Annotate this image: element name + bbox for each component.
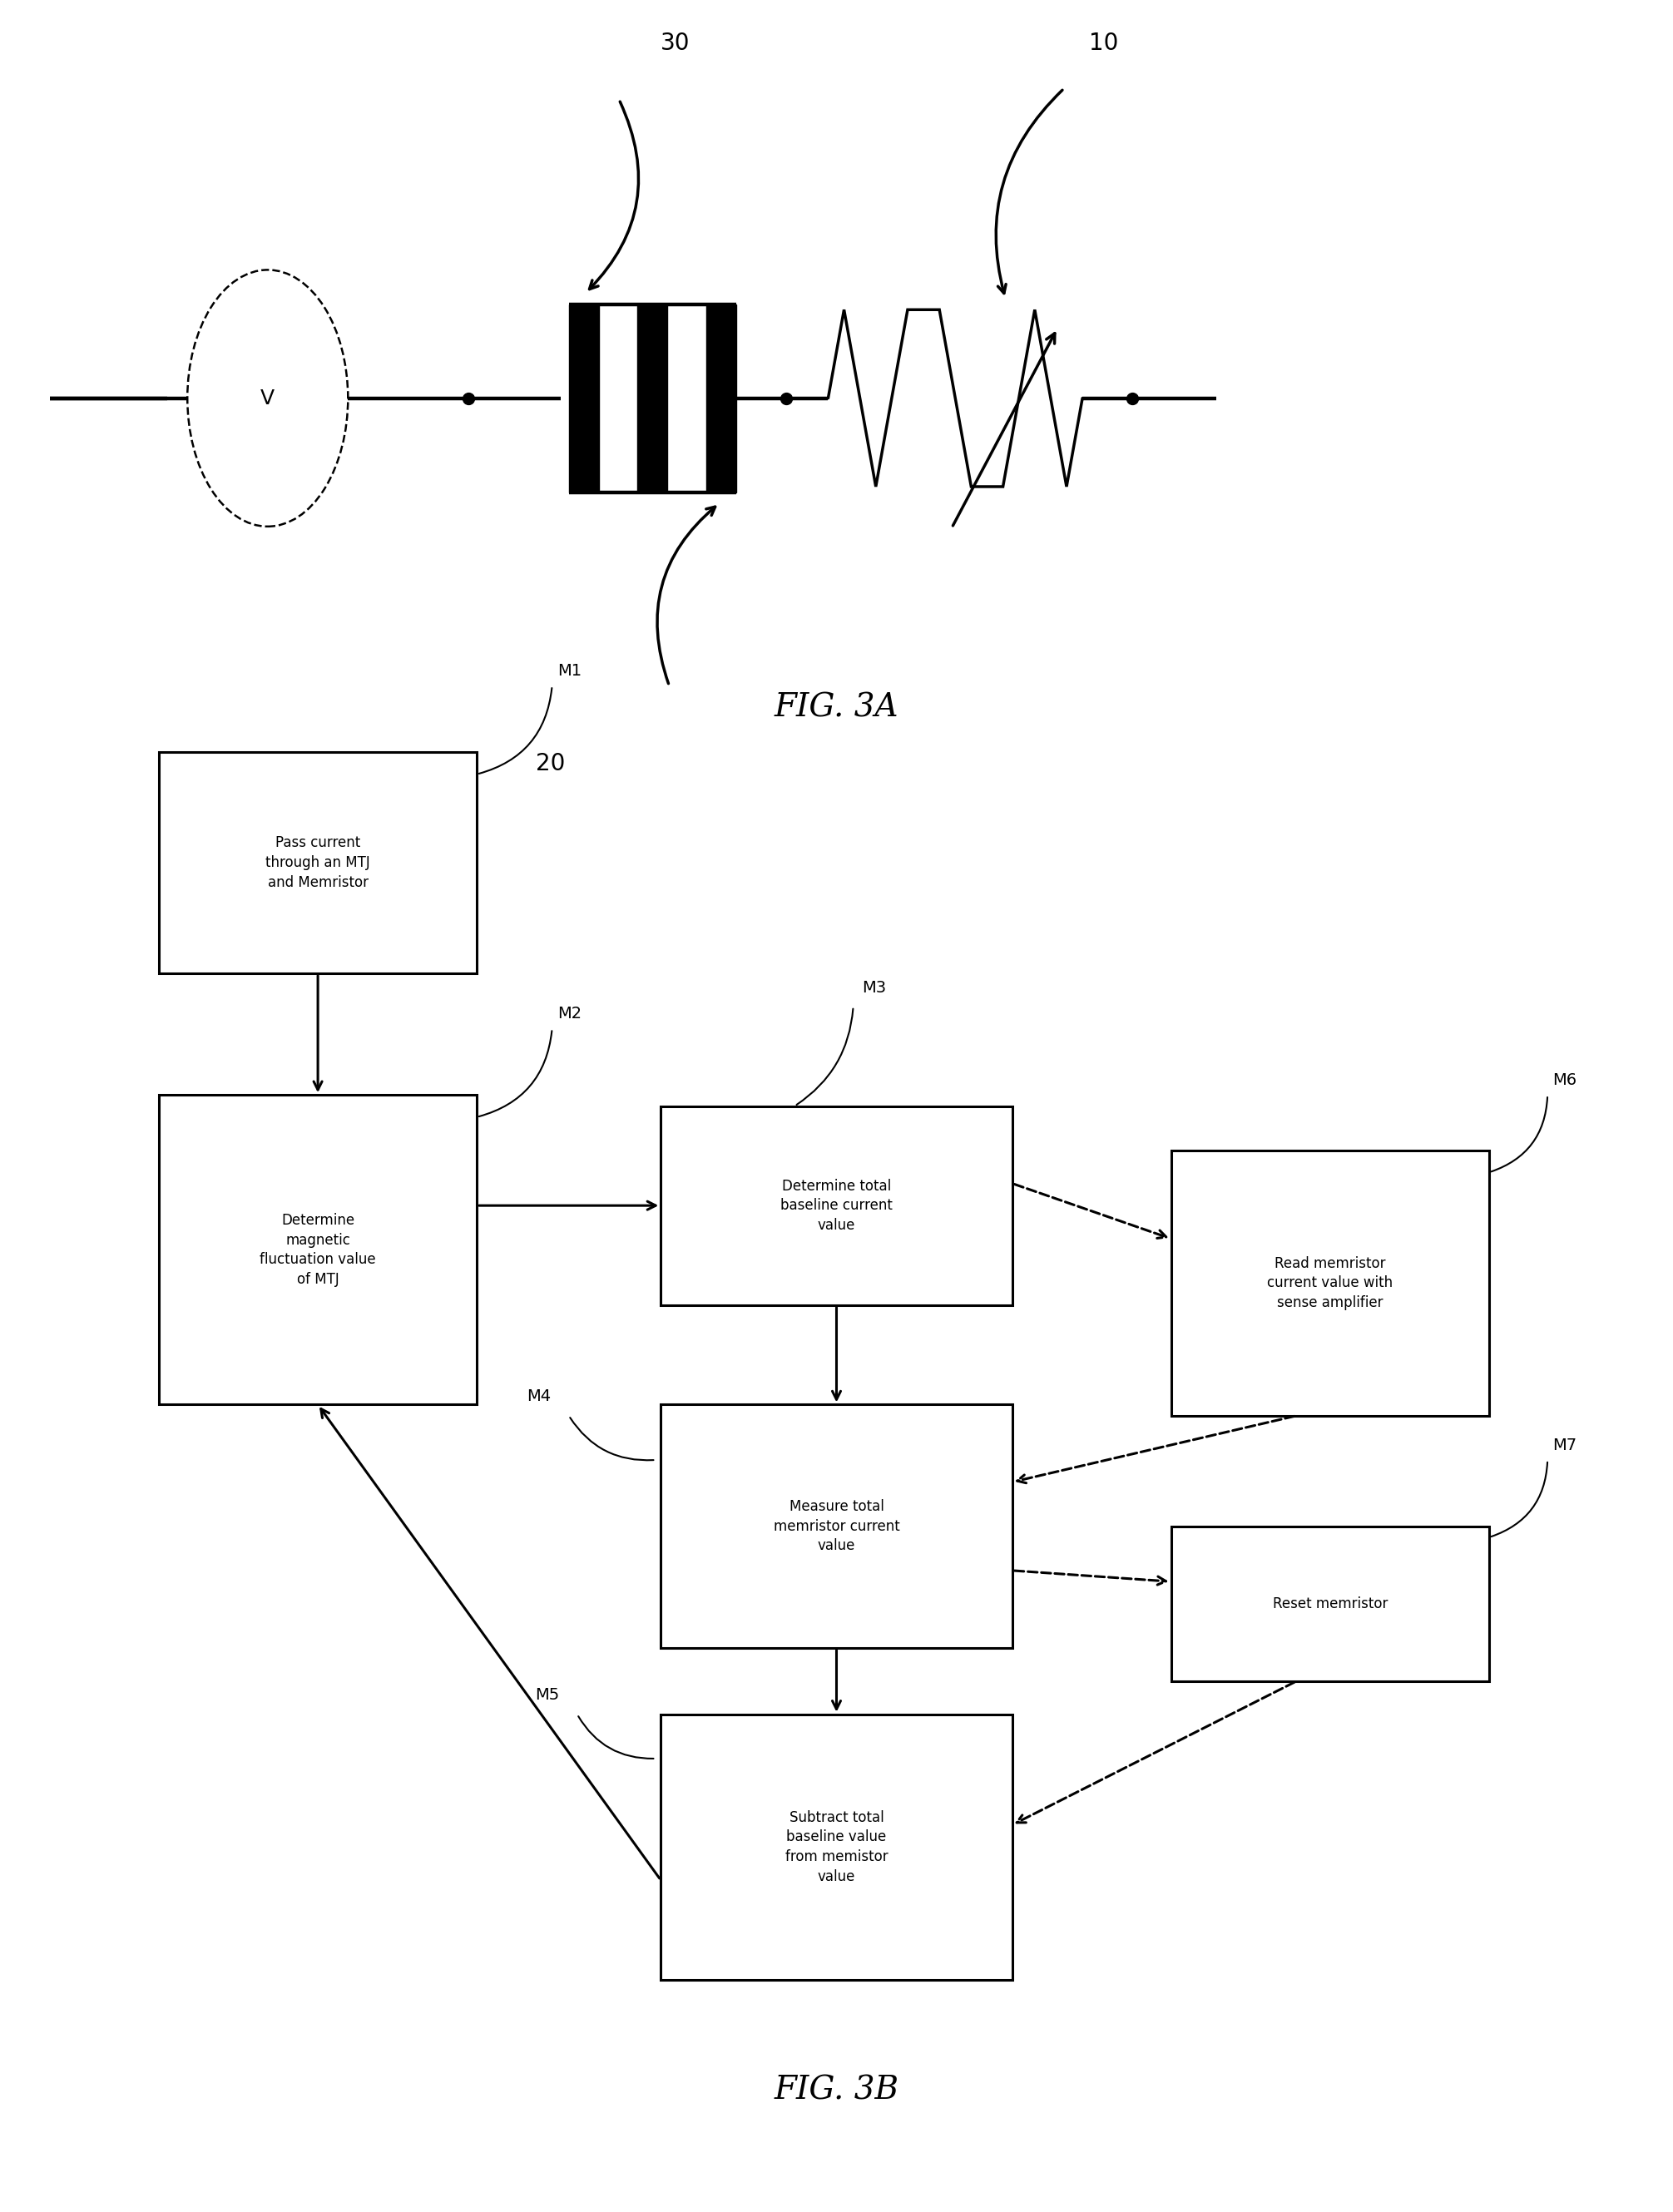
Text: Pass current
through an MTJ
and Memristor: Pass current through an MTJ and Memristo…	[266, 836, 370, 889]
Text: FIG. 3A: FIG. 3A	[775, 692, 898, 723]
Bar	[569, 305, 599, 493]
Text: M6: M6	[1553, 1073, 1576, 1088]
Text: Subtract total
baseline value
from memistor
value: Subtract total baseline value from memis…	[785, 1809, 888, 1885]
Text: 10: 10	[1089, 31, 1119, 55]
Text: M1: M1	[557, 664, 581, 679]
Bar	[661, 1405, 1012, 1648]
Text: Determine
magnetic
fluctuation value
of MTJ: Determine magnetic fluctuation value of …	[259, 1212, 376, 1287]
Text: M7: M7	[1553, 1438, 1576, 1453]
Bar	[1171, 1150, 1489, 1416]
Bar	[1171, 1526, 1489, 1681]
Text: 30: 30	[661, 31, 691, 55]
Text: 20: 20	[535, 752, 565, 776]
Text: V: V	[261, 387, 274, 409]
Bar	[661, 1106, 1012, 1305]
Text: Reset memristor: Reset memristor	[1273, 1597, 1387, 1610]
Text: M3: M3	[862, 980, 885, 995]
Bar	[637, 305, 668, 493]
Text: M4: M4	[527, 1389, 550, 1405]
Text: Read memristor
current value with
sense amplifier: Read memristor current value with sense …	[1266, 1256, 1394, 1310]
Bar	[159, 752, 477, 973]
Text: M2: M2	[557, 1006, 581, 1022]
Text: Measure total
memristor current
value: Measure total memristor current value	[773, 1500, 900, 1553]
Text: FIG. 3B: FIG. 3B	[775, 2075, 898, 2106]
Text: M5: M5	[535, 1688, 560, 1703]
Text: Determine total
baseline current
value: Determine total baseline current value	[780, 1179, 893, 1232]
Bar	[661, 1714, 1012, 1980]
Bar	[159, 1095, 477, 1405]
Bar	[706, 305, 736, 493]
